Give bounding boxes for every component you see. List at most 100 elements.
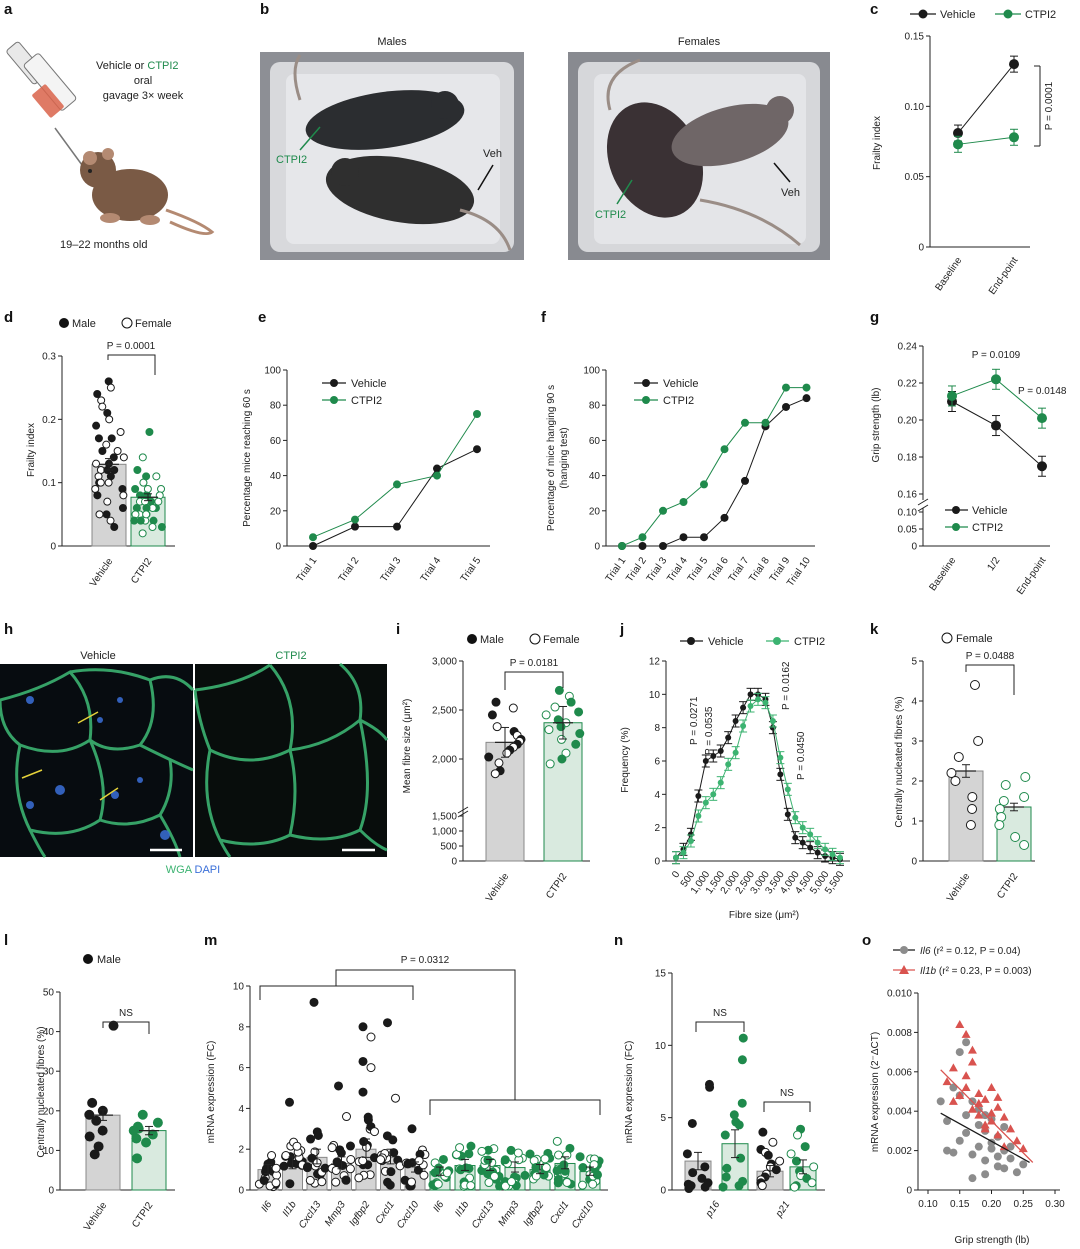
panel-d-data-point — [105, 415, 114, 424]
panel-h-vehicle-title: Vehicle — [80, 650, 115, 662]
panel-o-il1b-point — [955, 1090, 965, 1099]
panel-b-females-title: Females — [678, 36, 721, 48]
panel-j-point-vehicle — [792, 834, 799, 841]
panel-k-bar-vehicle — [948, 770, 984, 862]
panel-o-x-tick-label: 0.10 — [918, 1199, 938, 1210]
panel-i-data-point — [575, 729, 585, 739]
panel-i-y-tick-label: 2,500 — [432, 706, 457, 717]
panel-o-il6-point — [974, 1142, 983, 1151]
panel-o-il1b-point — [967, 1057, 977, 1066]
panel-m-data-point — [466, 1141, 476, 1151]
panel-i-x-tick-label: CTPI2 — [544, 871, 570, 901]
panel-n-data-point — [705, 1082, 715, 1092]
panel-o-marks — [936, 1020, 1034, 1183]
panel-o-il6-point — [968, 1150, 977, 1159]
panel-o-il1b-point — [961, 1071, 971, 1080]
panel-m-data-point — [477, 1146, 487, 1156]
panel-o-y-tick-label: 0.002 — [887, 1146, 912, 1157]
panel-j-point-vehicle — [702, 758, 709, 764]
panel-n-x-tick-label: p16 — [703, 1199, 722, 1220]
panel-m-data-point — [345, 1164, 355, 1174]
panel-m-data-point — [306, 1134, 316, 1144]
panel-m-data-point — [577, 1180, 587, 1190]
panel-c-ylabel: Frailty index — [872, 116, 883, 170]
panel-m-data-point — [346, 1154, 356, 1164]
panel-l-ylabel: Centrally nucleated fibres (%) — [36, 1026, 47, 1157]
panel-m-data-point — [305, 1175, 315, 1185]
panel-h: h Vehicle CTPI2 — [0, 621, 389, 876]
panel-m-data-point — [313, 1130, 323, 1140]
panel-l-data-point — [89, 1149, 100, 1160]
panel-j-point-ctpi2 — [680, 849, 687, 856]
females-photo — [568, 52, 830, 260]
panel-d-data-point — [104, 478, 113, 487]
panel-i-data-point — [550, 702, 560, 712]
panel-g-y-tick-label: 0.10 — [898, 508, 918, 519]
panel-o-il6-point — [987, 1144, 996, 1153]
panel-d-pvalue: P = 0.0001 — [107, 341, 156, 352]
panel-l-label: l — [4, 932, 8, 949]
panel-j-line-vehicle — [675, 693, 841, 860]
panel-j: j Vehicle CTPI2 Frequency (%) Fibre size… — [619, 621, 850, 921]
panel-d-data-point — [145, 428, 154, 436]
panel-n-y-tick-label: 15 — [655, 969, 667, 980]
legend-male-marker — [59, 318, 69, 328]
panel-g-y-tick-label: 0.05 — [898, 525, 918, 536]
panel-f-y-tick-label: 0 — [594, 542, 600, 553]
panel-m-data-point — [267, 1151, 277, 1161]
panel-d-data-point — [152, 472, 161, 481]
legend-ctpi2-marker — [1003, 9, 1013, 19]
panel-k-data-point — [1019, 792, 1030, 802]
panel-f-point-vehicle — [659, 542, 667, 550]
panel-f-y-tick-label: 100 — [583, 366, 600, 377]
panel-o-y-tick-label: 0.010 — [887, 989, 912, 1000]
panel-o-il6-fit-line — [940, 1112, 1030, 1163]
panel-c-marks — [953, 55, 1019, 153]
panel-l-y-tick-label: 50 — [43, 988, 55, 999]
panel-j-point-ctpi2 — [725, 761, 732, 768]
panel-m-data-point — [419, 1170, 429, 1180]
panel-i-y-tick-label: 500 — [440, 842, 457, 853]
panel-i-data-point — [490, 769, 500, 779]
svg-text:Il1b (r² = 0.23, P = 0.003): Il1b (r² = 0.23, P = 0.003) — [920, 966, 1032, 977]
panel-g-x-tick-label: 1/2 — [985, 555, 1002, 573]
panel-e-point-ctpi2 — [309, 533, 317, 542]
panel-d-data-point — [157, 485, 166, 493]
panel-f-point-vehicle — [679, 533, 688, 542]
panel-d-data-point — [116, 428, 125, 436]
panel-k-legend-female: Female — [956, 633, 993, 645]
panel-o-il1b-point — [974, 1110, 984, 1119]
panel-o-il1b-point — [961, 1029, 971, 1038]
panel-j-point-ctpi2 — [769, 718, 776, 724]
panel-g-axis-break — [917, 504, 929, 512]
panel-i-data-point — [541, 710, 551, 720]
panel-c-point-vehicle — [1009, 59, 1019, 70]
panel-i-y-tick-label: 1,500 — [432, 812, 457, 823]
panel-b: b Males Females CTPI2 Veh CTPI — [260, 1, 830, 260]
panel-g-y-tick-label: 0.22 — [898, 379, 918, 390]
panel-e-x-tick-label: Trial 2 — [337, 555, 362, 584]
panel-c-legend-ctpi2: CTPI2 — [1025, 9, 1056, 21]
panel-j-y-tick-label: 0 — [654, 857, 660, 868]
panel-j-point-ctpi2 — [717, 779, 724, 786]
panel-d-marks — [91, 377, 166, 547]
panel-l-data-point — [152, 1117, 163, 1128]
panel-i-data-point — [544, 725, 554, 735]
panel-i-ylabel: Mean fibre size (μm²) — [402, 699, 413, 794]
panel-m-data-point — [464, 1163, 474, 1173]
panel-n-data-point — [734, 1120, 744, 1130]
panel-o: o Il6 (r² = 0.12, P = 0.04) Il1b (r² = 0… — [862, 932, 1065, 1246]
panel-l-y-tick-label: 40 — [43, 1027, 55, 1038]
panel-l-data-point — [93, 1141, 104, 1152]
legend-il6-stats: (r² = 0.12, P = 0.04) — [931, 946, 1021, 957]
panel-c-line-vehicle — [957, 63, 1015, 134]
panel-m-data-point — [403, 1159, 413, 1169]
panel-j-marks — [672, 687, 844, 866]
legend-female-marker — [941, 632, 953, 644]
panel-m-data-point — [520, 1170, 530, 1180]
panel-j-point-ctpi2 — [695, 813, 702, 819]
panel-d-data-point — [98, 402, 107, 411]
panel-k: k Female Centrally nucleated fibres (%) … — [870, 621, 1035, 904]
panel-k-data-point — [996, 812, 1007, 822]
panel-m-data-point — [383, 1018, 392, 1028]
